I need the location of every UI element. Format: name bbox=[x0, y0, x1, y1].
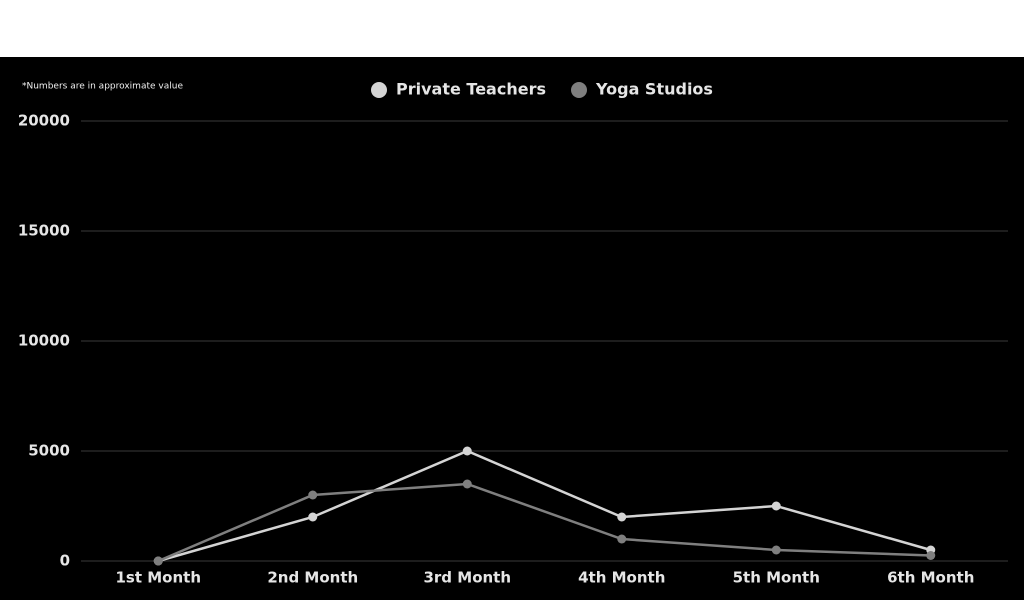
annotation: *Numbers are in approximate value bbox=[22, 82, 183, 92]
data-point bbox=[617, 534, 627, 544]
x-tick-label: 3rd Month bbox=[423, 569, 511, 587]
data-point bbox=[308, 512, 318, 522]
x-tick-label: 4th Month bbox=[578, 569, 665, 587]
y-tick-label: 5000 bbox=[28, 442, 70, 460]
y-tick-label: 0 bbox=[60, 552, 70, 570]
y-tick-label: 10000 bbox=[18, 332, 70, 350]
x-tick-label: 2nd Month bbox=[267, 569, 358, 587]
data-point bbox=[926, 551, 936, 560]
y-tick-label: 20000 bbox=[18, 112, 70, 130]
top-strip bbox=[0, 0, 1024, 57]
data-point bbox=[771, 545, 781, 555]
series-line bbox=[157, 449, 932, 563]
series-line bbox=[157, 482, 931, 563]
data-point bbox=[771, 501, 781, 511]
data-point bbox=[153, 556, 163, 566]
data-point bbox=[462, 446, 472, 456]
data-point bbox=[617, 512, 627, 522]
data-point bbox=[308, 490, 318, 500]
x-tick-label: 6th Month bbox=[887, 569, 974, 587]
x-tick-label: 1st Month bbox=[115, 569, 201, 587]
chart-background bbox=[0, 57, 1024, 600]
y-tick-label: 15000 bbox=[18, 222, 70, 240]
legend-marker bbox=[371, 82, 387, 98]
legend-label: Yoga Studios bbox=[595, 80, 713, 99]
legend-label: Private Teachers bbox=[396, 80, 546, 99]
legend-marker bbox=[571, 82, 587, 98]
data-point bbox=[462, 479, 472, 489]
x-tick-label: 5th Month bbox=[733, 569, 820, 587]
